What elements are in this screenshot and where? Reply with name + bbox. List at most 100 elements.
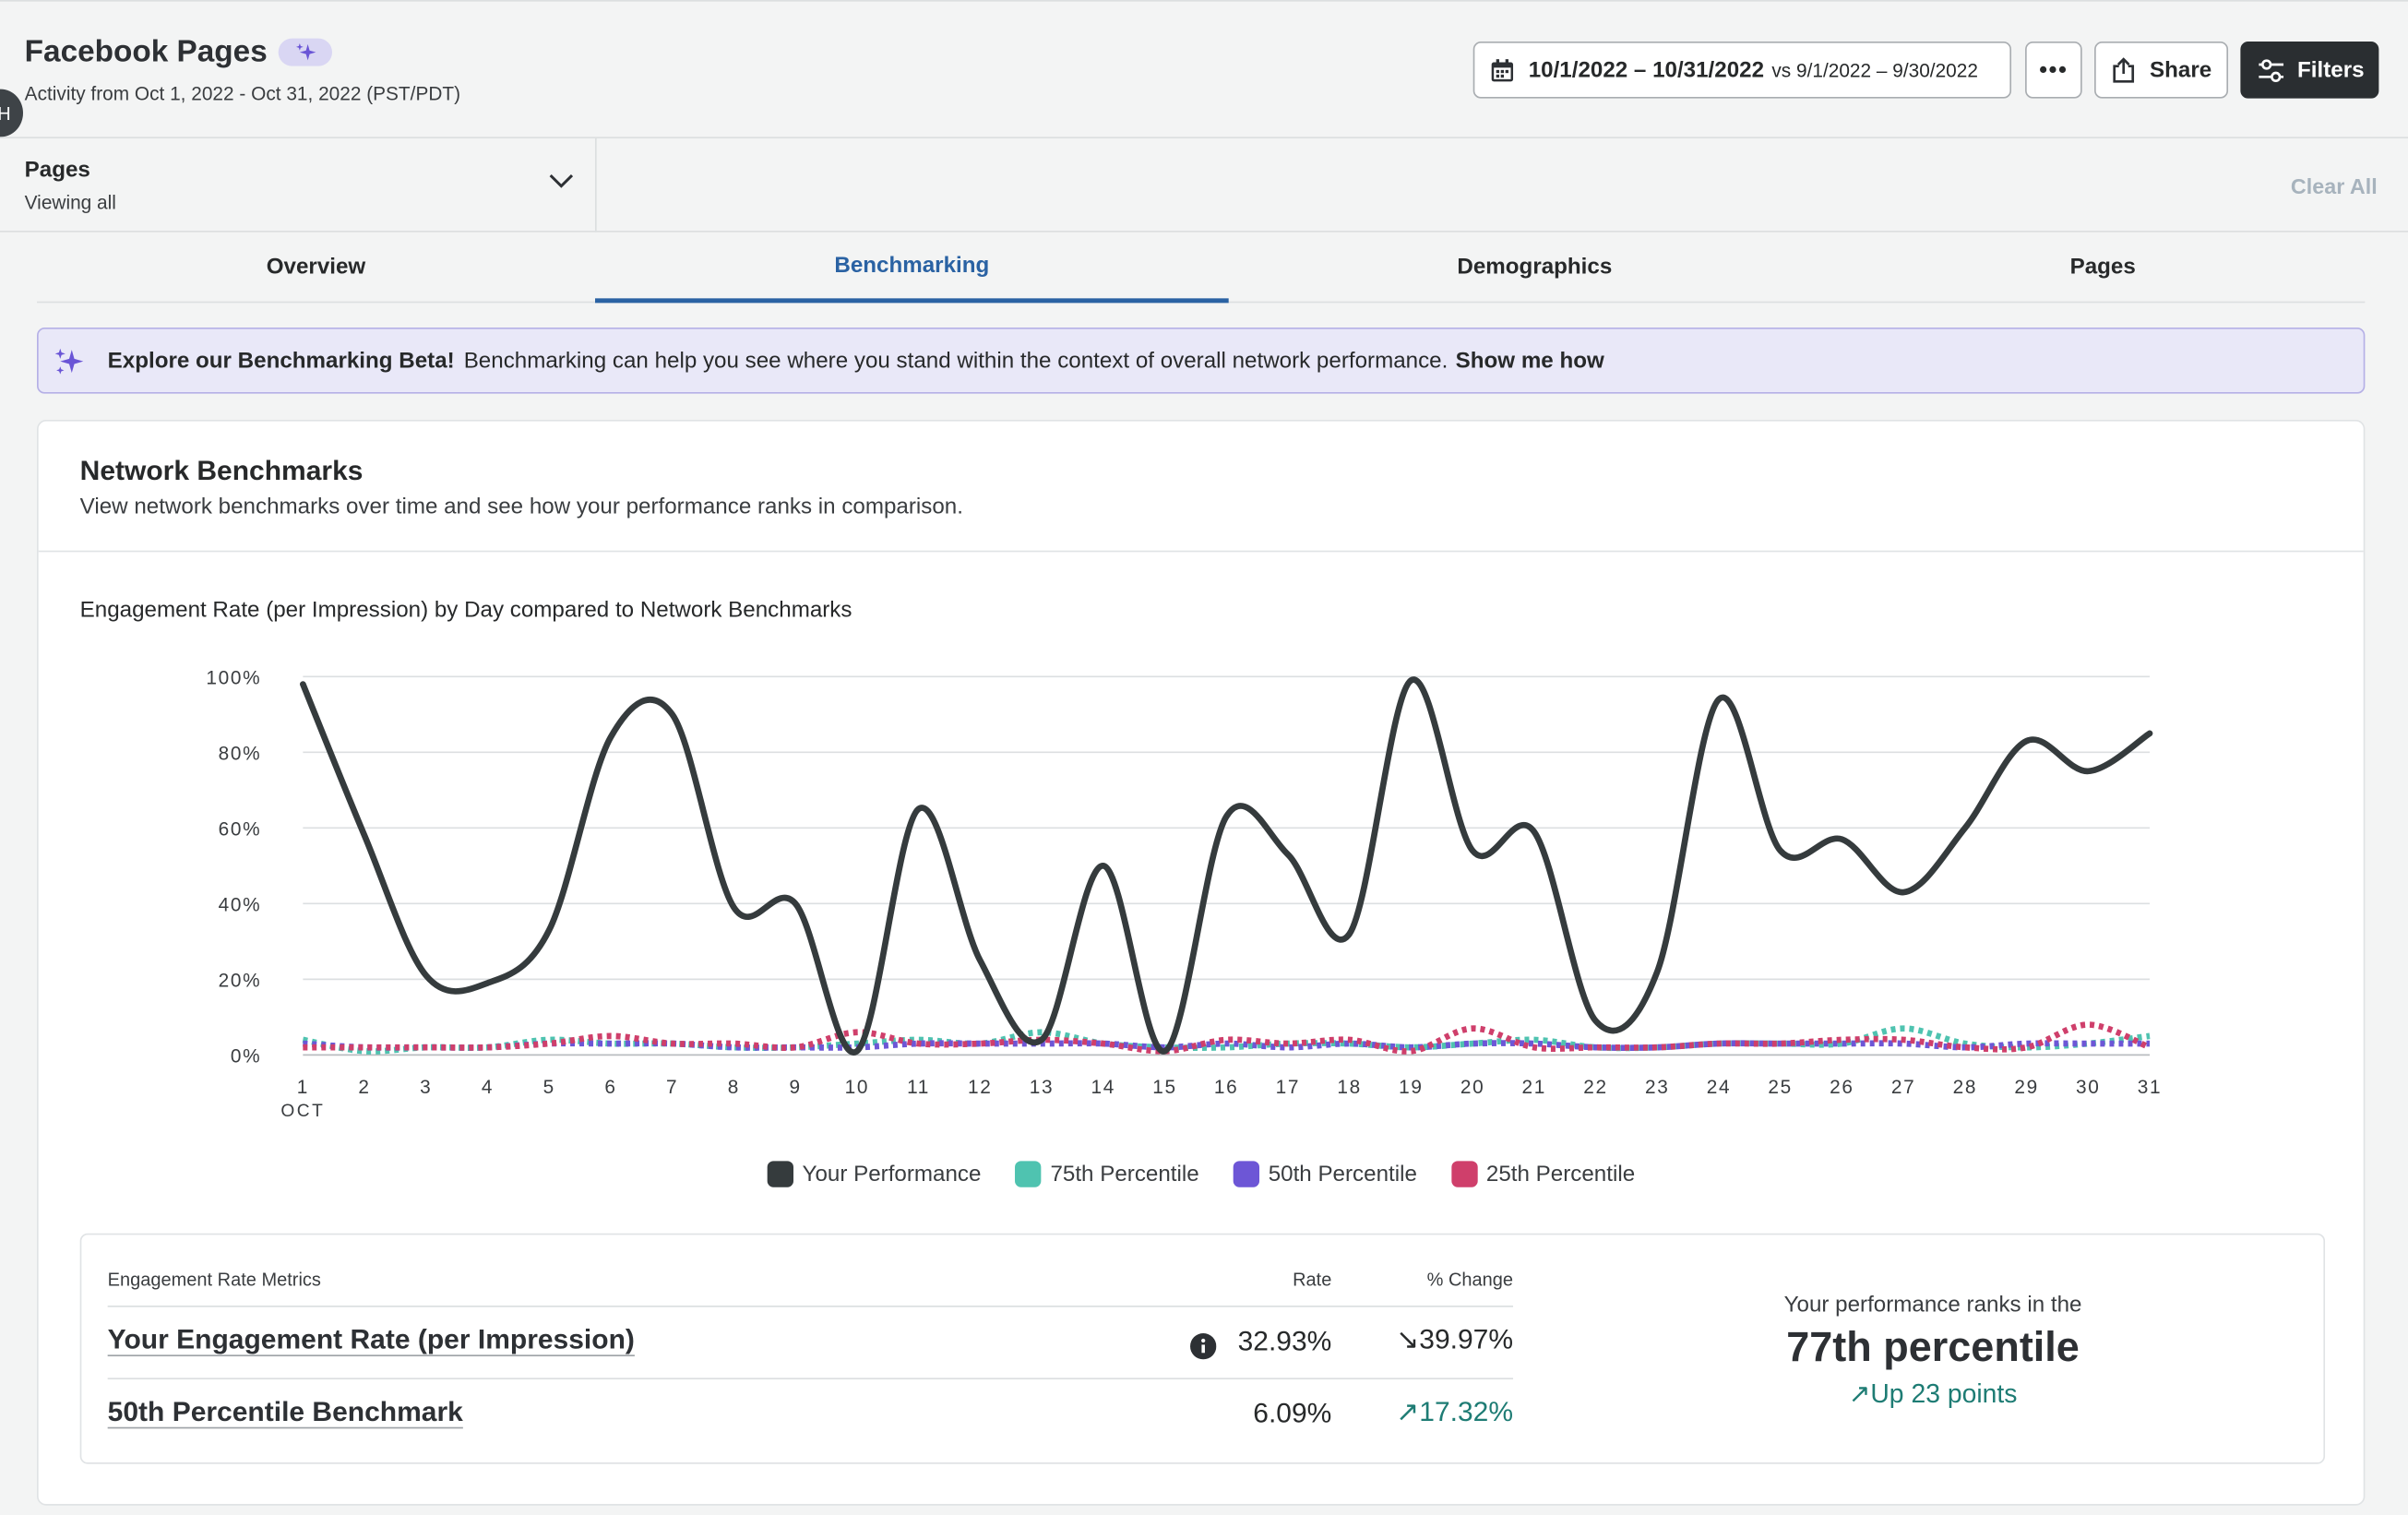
- sparkle-icon: [54, 347, 84, 374]
- y-tick-label: 60%: [219, 819, 262, 841]
- x-tick-label: 30: [2076, 1077, 2101, 1098]
- x-tick-label: 14: [1091, 1077, 1115, 1098]
- p50-benchmark-link[interactable]: 50th Percentile Benchmark: [107, 1396, 463, 1427]
- filters-label: Filters: [2297, 57, 2365, 83]
- your-engagement-rate-value: 32.93%: [1237, 1325, 1332, 1357]
- p25-line: [303, 1021, 2152, 1055]
- x-tick-label: 4: [482, 1077, 494, 1098]
- page-header: H Facebook Pages Activity from Oct 1, 20…: [0, 2, 2408, 137]
- x-tick-label: 1: [297, 1077, 309, 1098]
- x-tick-label: 28: [1953, 1077, 1978, 1098]
- legend-50th-percentile[interactable]: 50th Percentile: [1233, 1161, 1417, 1187]
- pages-filter-label: Pages: [24, 158, 90, 184]
- engagement-metrics-panel: Engagement Rate Metrics Rate % Change Yo…: [79, 1233, 2326, 1464]
- tab-pages[interactable]: Pages: [2069, 255, 2136, 280]
- tab-overview[interactable]: Overview: [266, 255, 366, 280]
- legend-swatch: [767, 1161, 793, 1187]
- x-tick-label: 23: [1645, 1077, 1670, 1098]
- legend-75th-percentile[interactable]: 75th Percentile: [1015, 1161, 1199, 1187]
- legend-label: Your Performance: [802, 1162, 982, 1187]
- x-axis-month-label: OCT: [280, 1102, 325, 1121]
- legend-label: 50th Percentile: [1268, 1162, 1417, 1187]
- x-tick-label: 31: [2138, 1077, 2163, 1098]
- x-tick-label: 27: [1891, 1077, 1916, 1098]
- tab-benchmarking[interactable]: Benchmarking: [595, 233, 1229, 304]
- x-tick-label: 7: [666, 1077, 678, 1098]
- divider: [38, 550, 2364, 553]
- rate-column-header: Rate: [1293, 1269, 1332, 1291]
- your-engagement-rate-change: ↘39.97%: [1396, 1324, 1514, 1355]
- x-tick-label: 25: [1768, 1077, 1793, 1098]
- pages-filter-value: Viewing all: [24, 192, 116, 214]
- x-tick-label: 10: [845, 1077, 870, 1098]
- legend-swatch: [1450, 1161, 1477, 1187]
- rank-intro-text: Your performance ranks in the: [1783, 1293, 2082, 1318]
- legend-swatch: [1015, 1161, 1042, 1187]
- share-icon: [2113, 57, 2135, 83]
- legend-label: 25th Percentile: [1485, 1162, 1636, 1187]
- benchmarking-beta-banner: Explore our Benchmarking Beta! Benchmark…: [37, 328, 2366, 394]
- p75-line: [302, 1025, 2151, 1055]
- x-tick-label: 17: [1276, 1077, 1301, 1098]
- x-tick-label: 2: [358, 1077, 370, 1098]
- filters-button[interactable]: Filters: [2240, 42, 2379, 99]
- banner-text: Benchmarking can help you see where you …: [463, 348, 1448, 374]
- chart-title: Engagement Rate (per Impression) by Day …: [79, 598, 852, 624]
- share-label: Share: [2150, 57, 2212, 83]
- engagement-rate-chart: 100%80%60%40%20%0%1 2 3 4 5 6 7 8 9 10 11 12 13 14 15 1…: [206, 668, 2163, 1121]
- divider: [107, 1378, 1514, 1380]
- y-tick-label: 0%: [231, 1046, 261, 1068]
- y-tick-label: 100%: [206, 668, 261, 689]
- share-button[interactable]: Share: [2094, 42, 2229, 99]
- divider: [107, 1306, 1514, 1307]
- x-tick-label: 18: [1337, 1077, 1362, 1098]
- p50-line: [303, 1040, 2151, 1051]
- x-tick-label: 9: [789, 1077, 801, 1098]
- p50-benchmark-rate: 6.09%: [1253, 1398, 1332, 1429]
- sparkle-icon: [295, 42, 316, 61]
- more-options-button[interactable]: •••: [2025, 42, 2082, 99]
- metrics-column-label: Engagement Rate Metrics: [107, 1269, 321, 1291]
- x-tick-label: 12: [968, 1077, 993, 1098]
- x-tick-label: 6: [604, 1077, 616, 1098]
- tab-demographics[interactable]: Demographics: [1457, 255, 1613, 280]
- x-tick-label: 5: [543, 1077, 555, 1098]
- chart-legend: Your Performance 75th Percentile 50th Perc…: [39, 1161, 2364, 1187]
- x-tick-label: 16: [1214, 1077, 1239, 1098]
- pages-filter-dropdown[interactable]: Pages Viewing all: [0, 138, 597, 233]
- card-title: Network Benchmarks: [79, 455, 364, 486]
- legend-25th-percentile[interactable]: 25th Percentile: [1450, 1161, 1636, 1187]
- x-tick-label: 8: [728, 1077, 740, 1098]
- x-tick-label: 29: [2014, 1077, 2039, 1098]
- clear-all-button[interactable]: Clear All: [2290, 173, 2378, 199]
- x-tick-label: 15: [1152, 1077, 1177, 1098]
- rank-change: ↗Up 23 points: [1848, 1379, 2018, 1409]
- info-icon[interactable]: [1190, 1333, 1217, 1360]
- x-tick-label: 24: [1707, 1077, 1732, 1098]
- y-tick-label: 20%: [219, 971, 262, 992]
- activity-range-text: Activity from Oct 1, 2022 - Oct 31, 2022…: [24, 83, 461, 105]
- legend-your-performance[interactable]: Your Performance: [767, 1161, 981, 1187]
- legend-label: 75th Percentile: [1050, 1162, 1199, 1187]
- ellipsis-icon: •••: [2039, 56, 2068, 84]
- date-range-picker[interactable]: 10/1/2022 – 10/31/2022 vs 9/1/2022 – 9/3…: [1472, 42, 2012, 99]
- compare-range-label: vs 9/1/2022 – 9/30/2022: [1771, 59, 1978, 81]
- y-tick-label: 40%: [219, 895, 262, 916]
- help-side-tab[interactable]: H: [0, 89, 24, 137]
- p50-benchmark-change: ↗17.32%: [1396, 1396, 1514, 1427]
- show-me-how-link[interactable]: Show me how: [1455, 348, 1604, 374]
- calendar-icon: [1491, 58, 1514, 81]
- your-engagement-rate-link[interactable]: Your Engagement Rate (per Impression): [107, 1324, 635, 1355]
- change-column-header: % Change: [1426, 1269, 1514, 1291]
- banner-heading: Explore our Benchmarking Beta!: [107, 348, 455, 374]
- x-tick-label: 13: [1030, 1077, 1055, 1098]
- network-benchmarks-card: Network Benchmarks View network benchmar…: [37, 420, 2366, 1506]
- rank-percentile: 77th percentile: [1786, 1324, 2080, 1371]
- ai-sparkle-badge[interactable]: [278, 38, 333, 66]
- filter-bar: Pages Viewing all Clear All: [0, 137, 2408, 233]
- your-performance-line: [300, 676, 2153, 1056]
- card-description: View network benchmarks over time and se…: [79, 495, 963, 520]
- x-tick-label: 26: [1830, 1077, 1854, 1098]
- date-range-label: 10/1/2022 – 10/31/2022: [1528, 57, 1765, 83]
- chevron-down-icon: [549, 173, 574, 188]
